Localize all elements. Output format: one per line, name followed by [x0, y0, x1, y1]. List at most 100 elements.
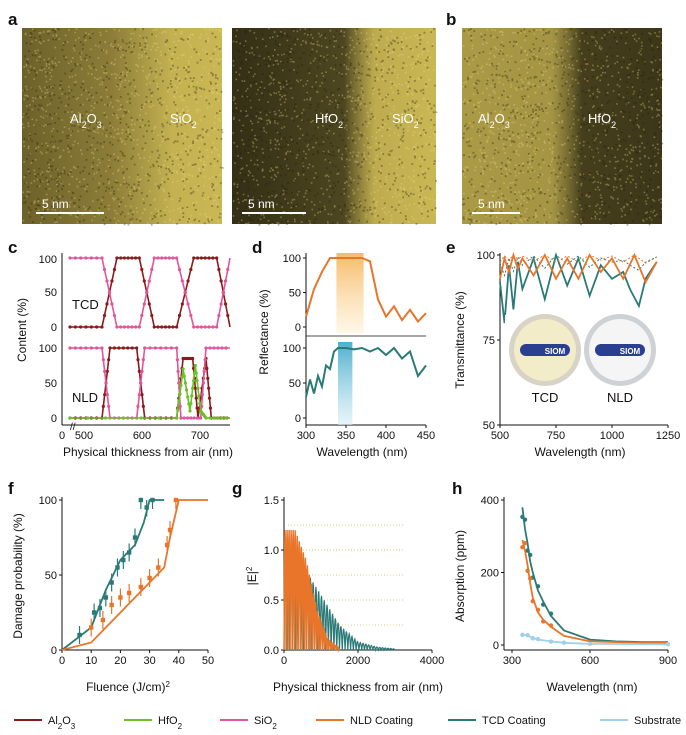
f-tcd-point	[115, 565, 120, 570]
panel-h: Absorption (ppm) Wavelength (nm) 300 600 9…	[453, 495, 677, 694]
c-al2o3-marker	[84, 325, 88, 329]
svg-text:Al2O3: Al2O3	[70, 111, 102, 130]
e-ytick-2: 100	[477, 250, 495, 262]
tem-label-a-left: Al2O3 SiO2	[70, 111, 197, 130]
c-sio2-marker	[179, 416, 183, 420]
h-ytick-0: 0	[493, 640, 499, 652]
c-hfo2-marker	[181, 367, 185, 371]
c-al2o3-marker	[137, 369, 141, 373]
svg-text:5 nm: 5 nm	[478, 197, 505, 211]
c-al2o3-marker	[130, 256, 134, 260]
c-sio2-marker	[104, 381, 108, 385]
c-al2o3-marker	[223, 302, 228, 306]
legend-label-hfo2: HfO2	[158, 715, 183, 731]
h-nld-fit	[521, 539, 668, 644]
f-nld-point	[109, 602, 114, 608]
c-sio2-marker	[143, 346, 147, 350]
c-al2o3-marker	[89, 325, 93, 329]
legend-label-nld: NLD Coating	[350, 715, 413, 727]
c-hfo2-marker	[175, 416, 179, 420]
legend-item-nld: NLD Coating	[316, 715, 413, 727]
c-sio2-marker	[73, 256, 77, 260]
c-sio2-marker	[79, 346, 83, 350]
d-bottom-band	[338, 342, 353, 425]
c-al2o3-marker	[150, 313, 154, 318]
f-nld-point	[167, 527, 173, 533]
e-plot	[499, 251, 658, 324]
c-hfo2-marker	[182, 374, 186, 378]
c-sio2-marker	[223, 279, 228, 283]
g-xlabel: Physical thickness from air (nm)	[273, 680, 443, 694]
c-hfo2-marker	[183, 381, 187, 385]
c-sio2-marker	[105, 393, 109, 397]
c-sio2-marker	[216, 346, 220, 350]
legend-item-hfo2: HfO2	[124, 715, 183, 731]
c-hfo2-marker	[189, 401, 193, 406]
c-sio2-marker	[164, 346, 168, 350]
c-al2o3-marker	[140, 393, 144, 397]
c-al2o3-marker	[192, 256, 196, 260]
legend: Al2O3 HfO2 SiO2 NLD Coating TCD Coating Subst…	[14, 715, 681, 731]
f-tcd-point	[126, 550, 132, 555]
h-substrate-point	[520, 632, 525, 638]
c-sio2-marker	[192, 325, 196, 329]
c-sio2-marker	[103, 369, 107, 373]
scalebar-a1: 5 nm	[36, 197, 104, 214]
c-al2o3-marker	[102, 313, 107, 318]
c-al2o3-marker	[73, 325, 77, 329]
inset-label-nld: NLD	[607, 390, 633, 405]
c-sio2-marker	[68, 346, 72, 350]
c-al2o3-marker	[208, 406, 213, 410]
c-al2o3-marker	[177, 313, 182, 318]
e-nld-dotted	[499, 254, 658, 264]
scalebar-a2: 5 nm	[242, 197, 306, 214]
c-sio2-marker	[183, 290, 187, 295]
c-hfo2-marker	[196, 386, 200, 390]
legend-item-sio2: SiO2	[220, 715, 277, 731]
c-al2o3-marker	[105, 369, 109, 373]
tem-image-al2o3-hfo2	[462, 28, 664, 226]
c-al2o3-marker	[195, 256, 200, 260]
c-ylabel: Content (%)	[15, 298, 29, 362]
c-xlabel: Physical thickness from air (nm)	[63, 445, 233, 459]
f-tcd-point	[150, 497, 155, 503]
c-hfo2-marker	[224, 416, 228, 420]
f-tcd-point	[132, 535, 138, 540]
inset-label-tcd: TCD	[532, 390, 559, 405]
d-top-band	[336, 253, 364, 333]
h-substrate-point	[587, 641, 593, 647]
g-ylabel: |E|2	[245, 566, 260, 585]
c-0-sio2-line	[70, 257, 231, 328]
f-ytick-2: 100	[39, 495, 57, 507]
c-sio2-marker	[175, 346, 179, 350]
c-sio2-marker	[226, 267, 230, 272]
panel-g: |E|2 Physical thickness from air (nm) 0 2…	[245, 495, 445, 694]
svg-text:5 nm: 5 nm	[42, 197, 69, 211]
c-sio2-marker	[140, 369, 144, 373]
c-hfo2-marker	[121, 416, 125, 420]
c-sio2-marker	[110, 302, 114, 306]
c-sio2-marker	[208, 346, 212, 350]
e-nld-line	[499, 251, 658, 285]
h-substrate-point	[535, 636, 541, 642]
h-nld-point	[548, 623, 554, 628]
d-top-ytick-0: 0	[295, 322, 301, 334]
c-sio2-marker	[215, 325, 219, 329]
c-al2o3-marker	[79, 325, 83, 329]
c-hfo2-marker	[198, 401, 202, 406]
c-bottom-plot	[68, 346, 230, 420]
c-al2o3-marker	[108, 346, 112, 350]
c-al2o3-marker	[130, 346, 134, 350]
c-sio2-marker	[122, 325, 126, 329]
c-al2o3-marker	[140, 267, 144, 272]
g-ytick-2: 1.0	[264, 545, 279, 557]
c-al2o3-marker	[95, 325, 99, 329]
d-top-ytick-2: 100	[283, 253, 301, 265]
c-sio2-marker	[195, 416, 199, 420]
tem-images	[22, 28, 664, 226]
c-sio2-marker	[180, 279, 184, 283]
h-nld-point	[541, 619, 546, 624]
d-bot-ytick-1: 50	[289, 378, 301, 390]
c-axes: 100 50 0 100 50 0 0 500 600 700 //	[39, 253, 230, 442]
